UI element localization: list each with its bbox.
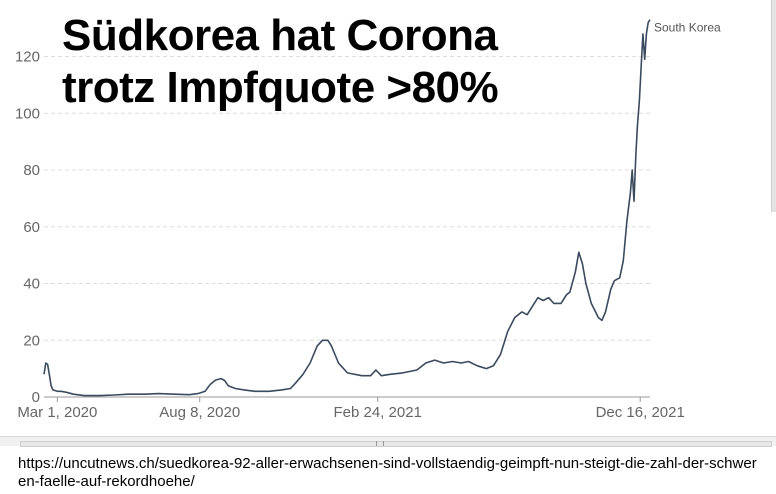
y-tick-label: 80 (23, 162, 40, 179)
y-tick-label: 40 (23, 276, 40, 293)
x-tick-label: Mar 1, 2020 (17, 404, 97, 421)
y-tick-label: 120 (15, 49, 40, 66)
x-tick-label: Feb 24, 2021 (333, 404, 421, 421)
gridlines (44, 56, 650, 341)
line-chart: 0 20 40 60 80 100 120 Mar 1, 2020 Aug 8, 2020 Fe… (15, 19, 721, 421)
source-url: https://uncutnews.ch/suedkorea-92-aller-… (18, 455, 757, 490)
headline-line-1: Südkorea hat Corona (62, 11, 498, 60)
y-axis-ticks: 0 20 40 60 80 100 120 (15, 49, 40, 406)
series-label: South Korea (654, 21, 721, 35)
series-line (43, 19, 651, 397)
x-axis-ticks: Mar 1, 2020 Aug 8, 2020 Feb 24, 2021 Dec 16… (17, 397, 685, 421)
headline: Südkorea hat Corona trotz Impfquote >80% (62, 10, 499, 114)
x-tick-label: Aug 8, 2020 (159, 404, 240, 421)
x-tick-label: Dec 16, 2021 (596, 404, 685, 421)
y-tick-label: 0 (32, 389, 40, 406)
series-lines: South Korea (43, 19, 721, 397)
horizontal-scrollbar[interactable] (20, 441, 772, 447)
y-tick-label: 60 (23, 219, 40, 236)
y-tick-label: 20 (23, 332, 40, 349)
y-tick-label: 100 (15, 105, 40, 122)
scrollbar-grip-icon[interactable] (376, 441, 384, 446)
headline-line-2: trotz Impfquote >80% (62, 63, 499, 112)
vertical-scrollbar[interactable] (771, 0, 776, 212)
